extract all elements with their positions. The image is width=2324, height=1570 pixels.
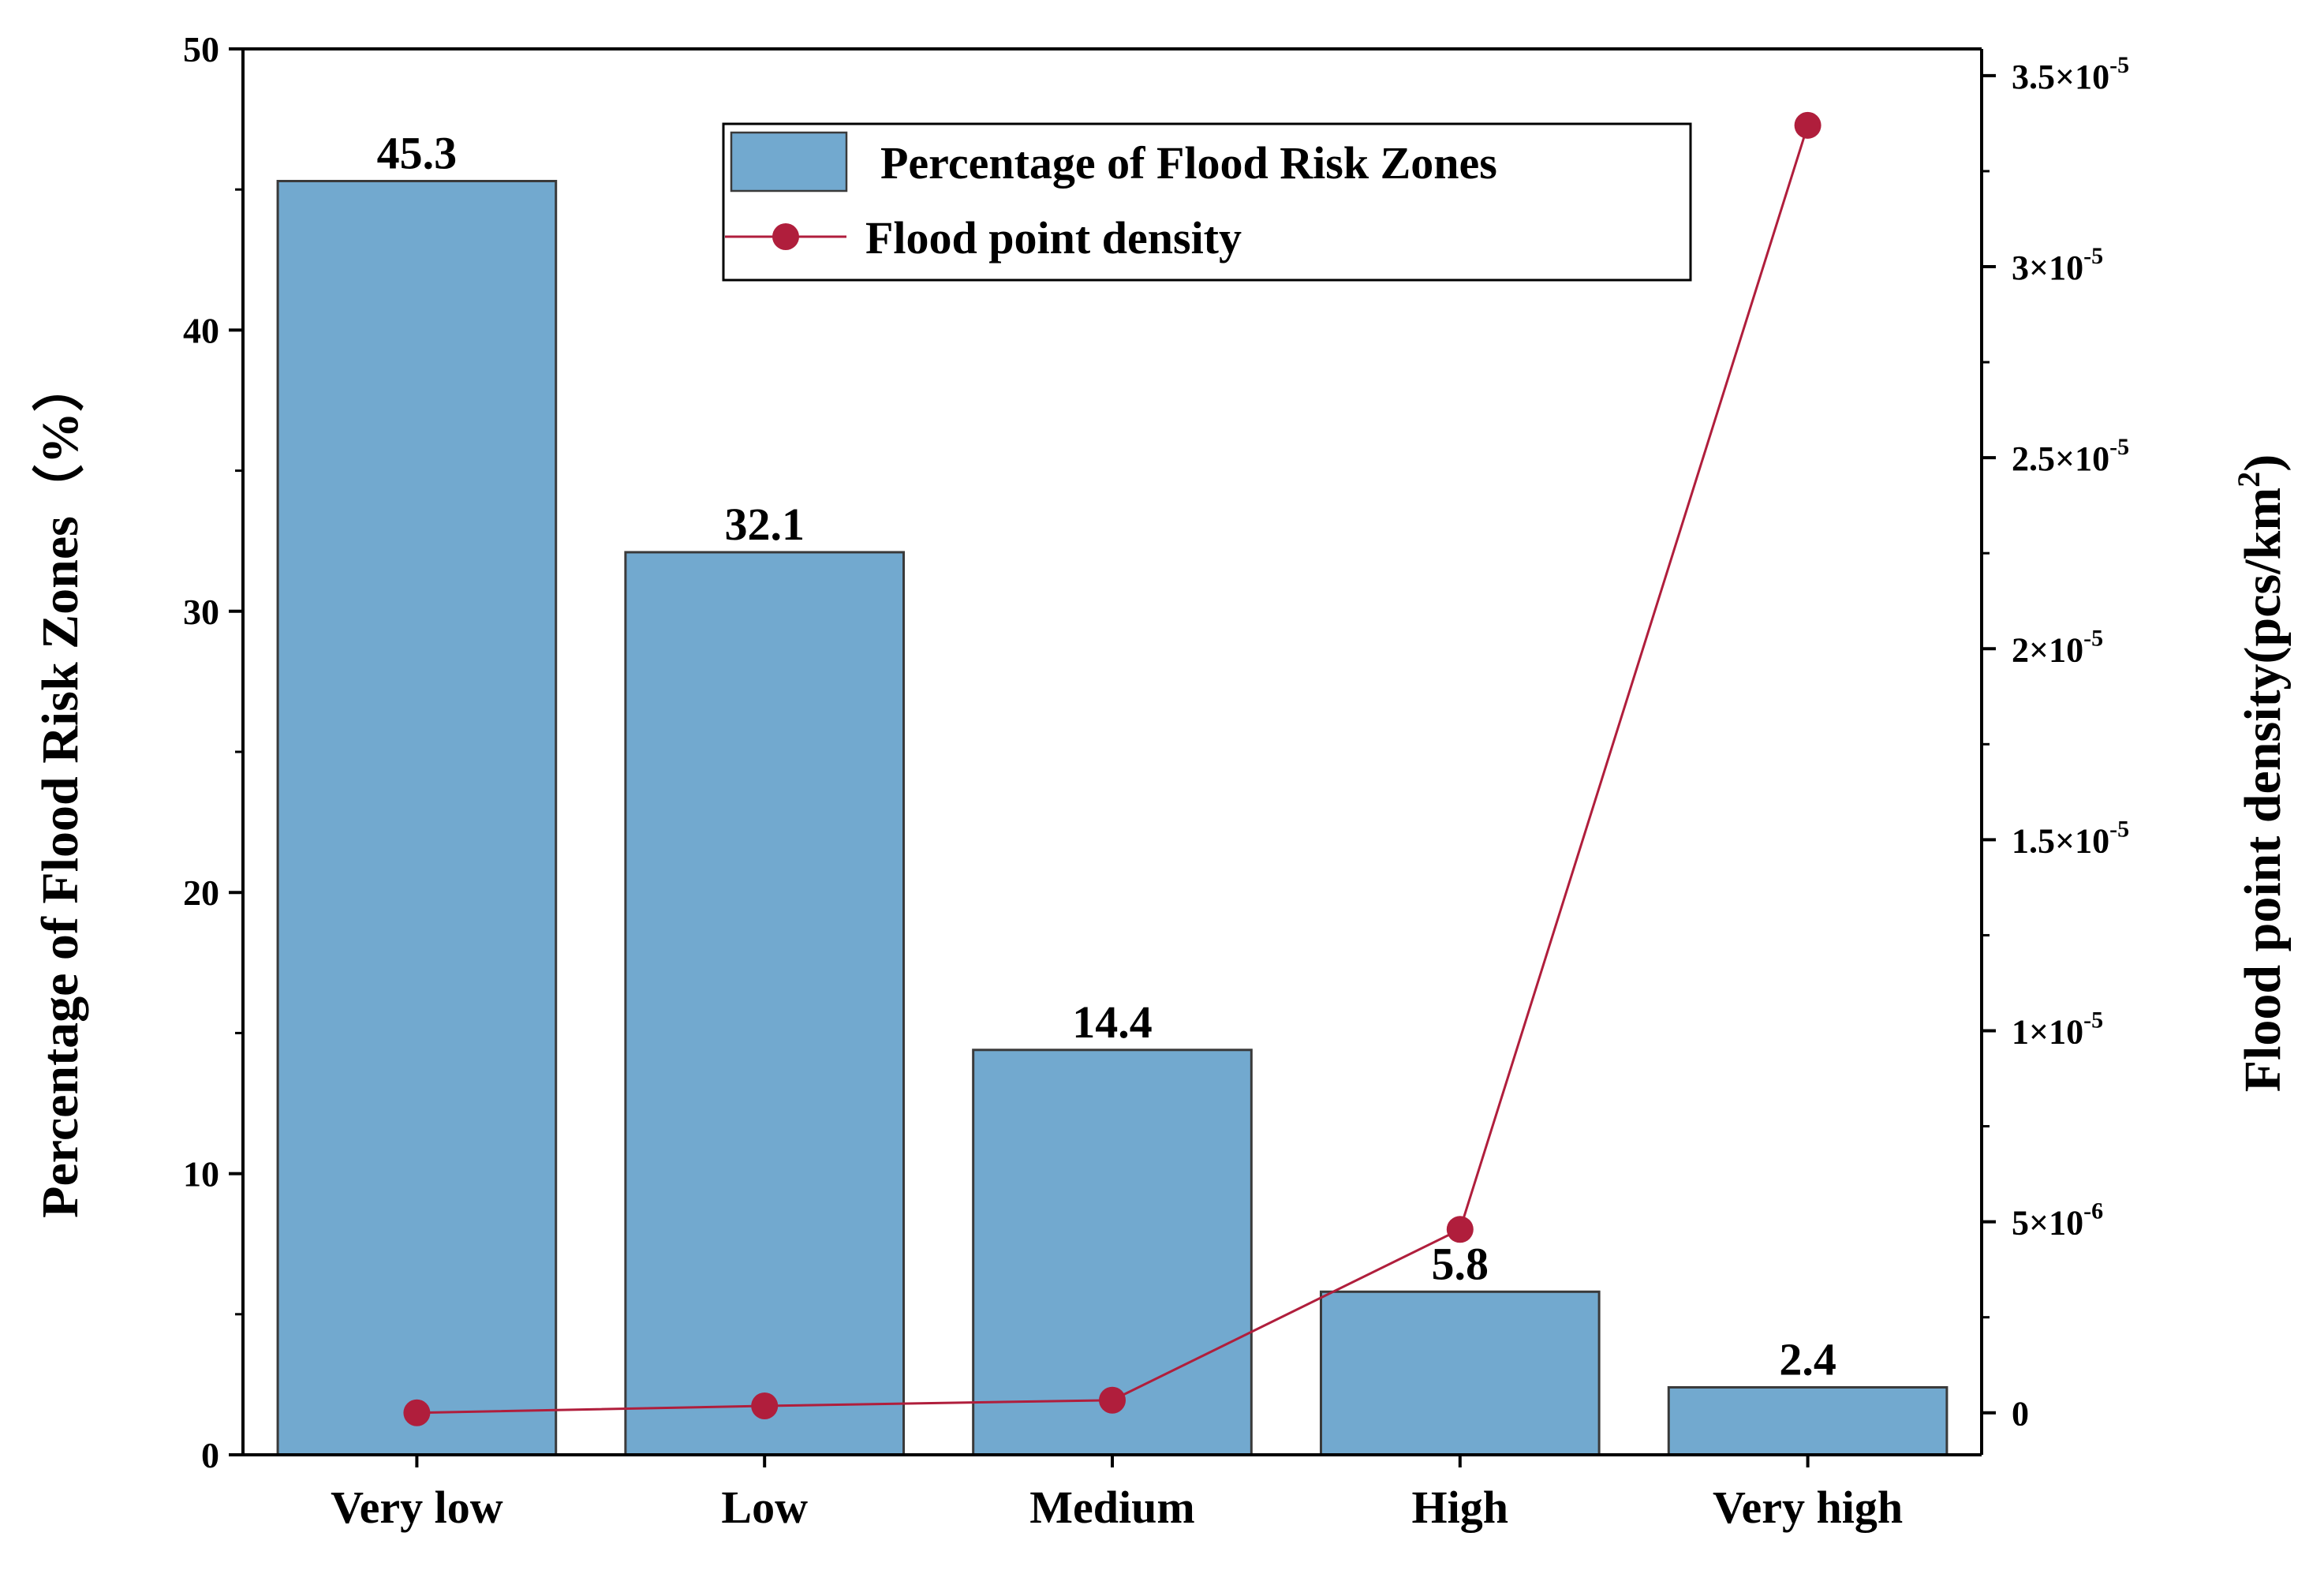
x-tick-label-4: Very high [1713,1482,1903,1533]
y-tick-label-0: 0 [201,1435,219,1475]
bar-1 [624,551,906,1456]
y2-axis-label: Flood point density(pcs/km2) [2231,454,2292,1092]
y2-tick-label-6: 3×10-5 [2012,243,2103,287]
y2-tick-label-0: 0 [2012,1395,2029,1434]
y-tick-label-4: 40 [183,310,219,350]
y2-tick-label-3: 1.5×10-5 [2012,816,2129,860]
y2-tick-label-1: 5×10-6 [2012,1198,2103,1243]
bar-4 [1667,1385,1948,1456]
y-tick-label-5: 50 [183,29,219,69]
y2-tick-label-5: 2.5×10-5 [2012,434,2129,478]
density-point-4 [1794,111,1821,139]
data-label-3: 5.8 [1432,1238,1489,1289]
y2-axis-label-sup: 2 [2231,472,2266,488]
data-label-4: 2.4 [1779,1333,1836,1385]
bar-series [276,180,1948,1456]
x-tick-label-0: Very low [331,1482,503,1533]
legend-line-marker [772,223,799,250]
density-point-0 [403,1399,431,1426]
y-tick-label-1: 10 [183,1154,219,1194]
x-tick-label-2: Medium [1029,1482,1194,1533]
data-label-1: 32.1 [724,499,805,550]
bar-0 [276,180,558,1456]
legend-bar-swatch [730,131,848,193]
legend-line-label: Flood point density [865,212,1242,264]
y-axis-label: Percentage of Flood Risk Zones（%） [31,360,89,1218]
tick-labels: 0 10 20 30 40 50 0 5×10-6 1×10-5 1.5×10-5 2×10-5 2.… [183,29,2129,1533]
y2-tick-label-7: 3.5×10-5 [2012,52,2129,96]
bar-3 [1319,1290,1601,1456]
y-tick-label-3: 30 [183,592,219,632]
y2-tick-label-4: 2×10-5 [2012,625,2103,669]
x-tick-label-3: High [1412,1482,1509,1533]
x-tick-label-1: Low [721,1482,808,1533]
legend: Percentage of Flood Risk Zones Flood poi… [722,122,1692,282]
y-tick-label-2: 20 [183,873,219,913]
data-label-0: 45.3 [377,128,458,179]
axes [229,47,1996,1467]
y2-axis-label-end: ) [2234,454,2292,472]
density-point-3 [1446,1216,1474,1243]
density-point-2 [1099,1386,1126,1414]
data-label-2: 14.4 [1072,996,1153,1048]
data-labels: 45.3 32.1 14.4 5.8 2.4 [377,128,1836,1385]
y2-tick-label-2: 1×10-5 [2012,1007,2103,1051]
density-point-1 [751,1392,779,1420]
legend-bar-label: Percentage of Flood Risk Zones [880,137,1497,189]
legend-box [722,122,1692,282]
line-series [403,111,1821,1426]
y2-axis-label-main: Flood point density(pcs/km [2234,488,2292,1092]
